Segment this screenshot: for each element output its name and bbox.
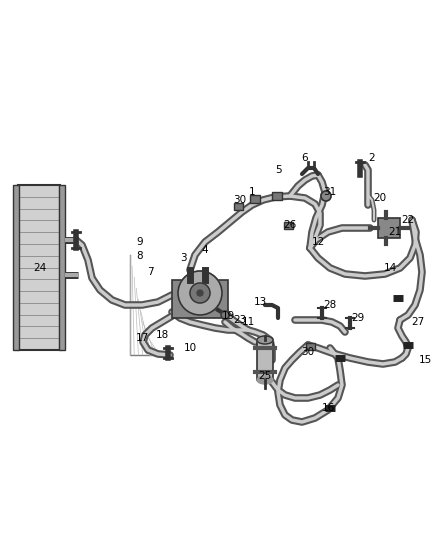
Text: 27: 27 [411,317,424,327]
Text: 31: 31 [323,187,337,197]
Text: 19: 19 [221,311,235,321]
Text: 16: 16 [321,403,335,413]
Bar [250,195,260,203]
Text: 23: 23 [233,315,247,325]
Bar [18,185,60,350]
Text: 11: 11 [241,317,254,327]
Text: 30: 30 [301,347,314,357]
Text: 7: 7 [147,267,153,277]
Circle shape [190,283,210,303]
Circle shape [178,271,222,315]
Text: 3: 3 [180,253,186,263]
Text: 22: 22 [401,215,415,225]
Text: 14: 14 [383,263,397,273]
Bar [306,343,315,350]
Text: 28: 28 [323,300,337,310]
Bar [257,340,273,380]
Text: 21: 21 [389,227,402,237]
Bar [378,218,400,238]
Text: 30: 30 [233,195,247,205]
Bar [272,192,282,200]
Text: 13: 13 [253,297,267,307]
Text: 29: 29 [351,313,364,323]
Text: 20: 20 [374,193,387,203]
Text: 8: 8 [137,251,143,261]
Text: 1: 1 [249,187,255,197]
Circle shape [221,311,229,319]
Bar [59,185,65,350]
Text: 15: 15 [418,355,431,365]
Text: 25: 25 [258,371,272,381]
Bar [172,280,228,318]
Text: 2: 2 [369,153,375,163]
Bar [13,185,19,350]
Text: 9: 9 [137,237,143,247]
Ellipse shape [257,336,273,344]
Text: 17: 17 [135,333,148,343]
Text: 6: 6 [302,153,308,163]
Text: 12: 12 [311,237,325,247]
Ellipse shape [257,376,273,384]
Bar [234,203,243,210]
Text: 18: 18 [155,330,169,340]
Text: 26: 26 [283,220,297,230]
Text: 10: 10 [184,343,197,353]
Circle shape [197,290,203,296]
Text: 4: 4 [201,245,208,255]
Bar [284,222,293,229]
Circle shape [321,191,331,201]
Text: 5: 5 [275,165,281,175]
Text: 24: 24 [33,263,46,273]
